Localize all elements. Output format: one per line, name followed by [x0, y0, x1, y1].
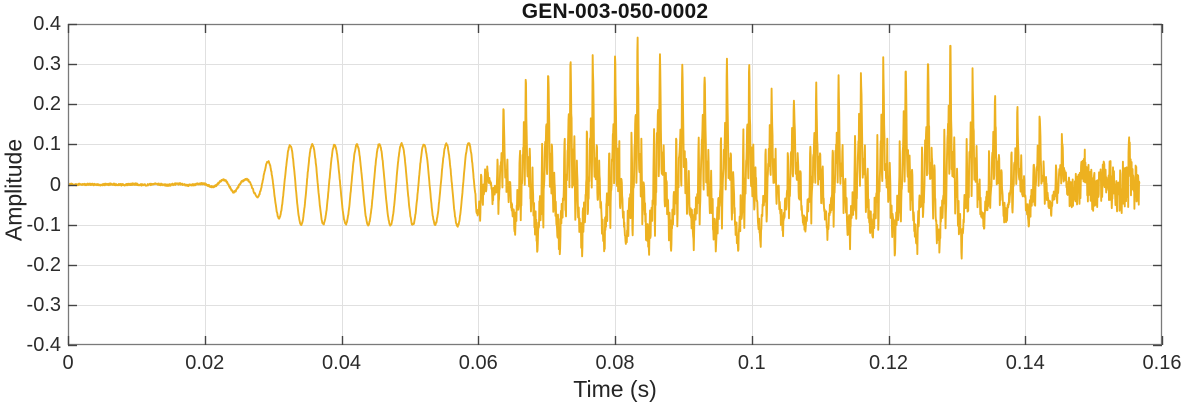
x-axis-label: Time (s)	[573, 376, 657, 402]
x-tick-label: 0.14	[1005, 352, 1045, 374]
x-tick-label: 0.02	[185, 352, 225, 374]
x-tick-label: 0.06	[458, 352, 498, 374]
y-tick-label: 0.4	[33, 13, 61, 35]
x-tick-label: 0.08	[595, 352, 635, 374]
y-tick-label: -0.2	[26, 253, 61, 276]
x-tick-label: 0.16	[1142, 352, 1182, 374]
x-tick-label: 0	[62, 352, 74, 374]
y-tick-label: -0.4	[26, 334, 61, 356]
x-tick-label: 0.1	[737, 352, 766, 374]
y-tick-label: 0.3	[33, 53, 61, 76]
y-tick-label: 0	[49, 173, 61, 196]
y-tick-label: -0.3	[26, 293, 61, 316]
chart-title: GEN-003-050-0002	[521, 0, 709, 23]
y-tick-label: -0.1	[26, 213, 61, 236]
y-tick-label: 0.1	[33, 133, 61, 156]
y-tick-label: 0.2	[33, 93, 61, 116]
x-tick-label: 0.04	[322, 352, 361, 374]
x-tick-label: 0.12	[869, 352, 908, 374]
